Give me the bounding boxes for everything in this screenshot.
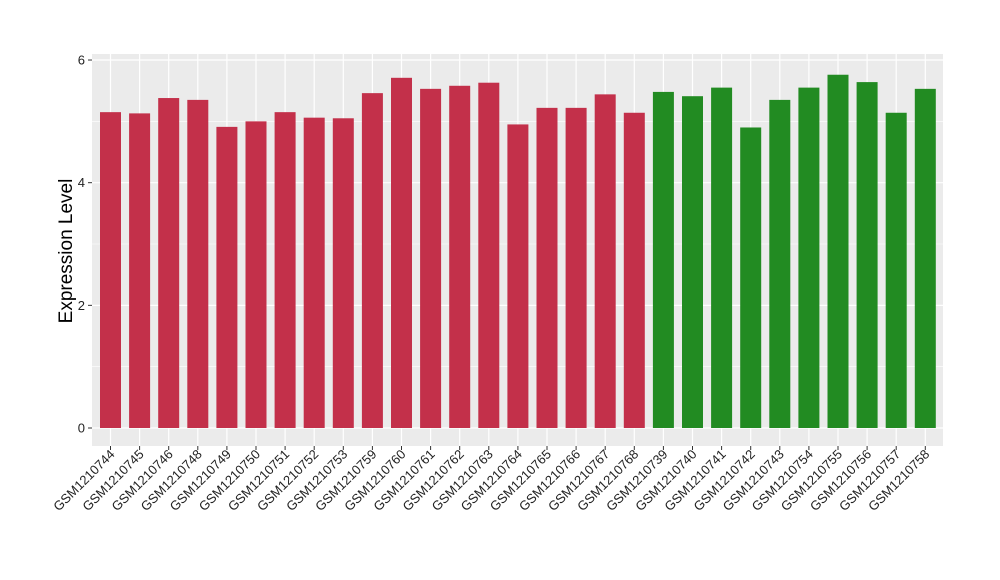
bar bbox=[565, 107, 587, 429]
x-axis: GSM1210744GSM1210745GSM1210746GSM1210748… bbox=[50, 446, 932, 514]
y-tick-label: 6 bbox=[78, 53, 85, 68]
y-axis-title: Expression Level bbox=[56, 179, 77, 324]
bar bbox=[303, 117, 325, 429]
bar bbox=[507, 124, 529, 429]
bar bbox=[449, 85, 471, 428]
bar bbox=[100, 112, 121, 429]
bar bbox=[682, 96, 703, 428]
bar bbox=[798, 87, 820, 429]
bar bbox=[885, 112, 907, 428]
bars-group bbox=[100, 74, 936, 429]
bar bbox=[187, 99, 209, 428]
bar bbox=[129, 113, 151, 428]
bar bbox=[914, 88, 936, 428]
bar bbox=[216, 126, 238, 429]
bar bbox=[623, 112, 645, 428]
bar bbox=[594, 94, 616, 429]
bar bbox=[420, 88, 442, 428]
bar bbox=[332, 118, 354, 428]
y-tick-label: 2 bbox=[78, 298, 85, 313]
bar bbox=[245, 121, 267, 428]
bar bbox=[711, 87, 733, 429]
bar bbox=[536, 107, 558, 429]
bar bbox=[361, 93, 383, 428]
bar bbox=[158, 98, 180, 428]
bar bbox=[827, 74, 849, 429]
y-axis: 0 2 4 6 bbox=[78, 53, 92, 436]
bar bbox=[769, 99, 791, 428]
bar bbox=[274, 112, 296, 429]
y-tick-label: 4 bbox=[78, 175, 85, 190]
bar bbox=[856, 82, 878, 428]
bar bbox=[478, 82, 500, 429]
bar bbox=[391, 77, 412, 428]
bar bbox=[740, 127, 762, 428]
bar bbox=[652, 91, 674, 428]
y-tick-label: 0 bbox=[78, 421, 85, 436]
